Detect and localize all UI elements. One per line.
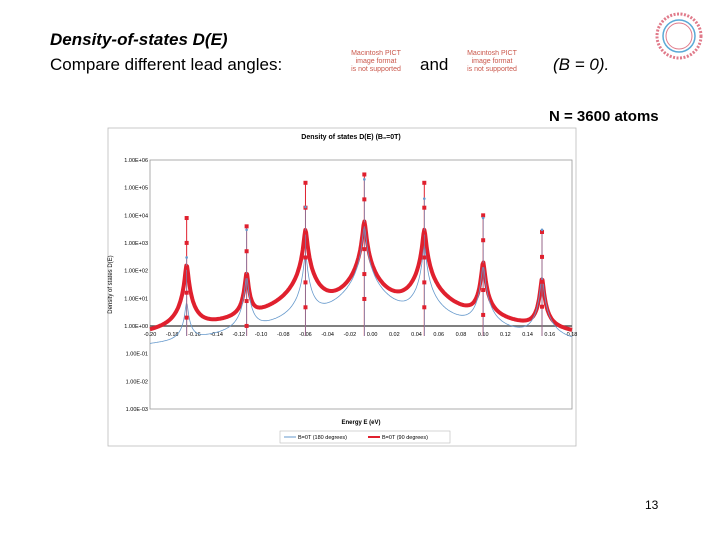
pict-placeholder-2: Macintosh PICT image format is not suppo… bbox=[467, 50, 517, 73]
series-2-marker bbox=[481, 238, 486, 243]
atoms-label: N = 3600 atoms bbox=[549, 108, 659, 125]
x-tick-label: -0.14 bbox=[210, 332, 223, 338]
series-2-marker bbox=[184, 315, 189, 320]
y-tick-label: 1.00E-01 bbox=[126, 352, 148, 358]
x-tick-label: 0.06 bbox=[433, 332, 444, 338]
series-2-marker bbox=[362, 296, 367, 301]
y-axis-label: Density of states D(E) bbox=[108, 255, 114, 313]
series-1-marker bbox=[304, 205, 307, 209]
y-tick-label: 1.00E+05 bbox=[124, 186, 148, 192]
series-2-marker bbox=[540, 229, 545, 234]
series-2-marker bbox=[184, 290, 189, 295]
slide-title: Density-of-states D(E) bbox=[50, 30, 228, 49]
x-tick-label: 0.00 bbox=[367, 332, 378, 338]
series-1-marker bbox=[423, 197, 426, 200]
series-2-marker bbox=[481, 213, 486, 218]
series-2-marker bbox=[303, 305, 308, 310]
series-2-marker bbox=[540, 254, 545, 259]
y-tick-label: 1.00E-02 bbox=[126, 379, 148, 385]
y-tick-label: 1.00E+01 bbox=[124, 296, 148, 302]
series-2-marker bbox=[481, 288, 486, 293]
y-tick-label: 1.00E+00 bbox=[124, 324, 148, 330]
series-2-marker bbox=[362, 197, 367, 202]
series-2-marker bbox=[303, 180, 308, 185]
series-2-marker bbox=[303, 280, 308, 285]
series-2-marker bbox=[422, 230, 427, 235]
series-2-marker bbox=[184, 265, 189, 270]
page-number: 13 bbox=[645, 498, 659, 512]
x-tick-label: -0.16 bbox=[188, 332, 201, 338]
x-tick-label: 0.04 bbox=[411, 332, 422, 338]
x-tick-label: -0.18 bbox=[166, 332, 179, 338]
x-tick-label: -0.04 bbox=[321, 332, 334, 338]
x-tick-label: 0.08 bbox=[456, 332, 467, 338]
y-tick-label: 1.00E+04 bbox=[124, 213, 148, 219]
legend-series-1-label: B=0T (180 degrees) bbox=[298, 435, 347, 441]
x-tick-label: -0.10 bbox=[255, 332, 268, 338]
series-2-marker bbox=[422, 205, 427, 210]
series-2-marker bbox=[362, 222, 367, 227]
y-tick-label: 1.00E+03 bbox=[124, 241, 148, 247]
x-tick-label: -0.02 bbox=[344, 332, 357, 338]
y-tick-label: 1.00E+06 bbox=[124, 158, 148, 164]
series-1-marker bbox=[245, 228, 248, 232]
x-axis-label: Energy E (eV) bbox=[341, 420, 380, 426]
plot-area bbox=[149, 159, 573, 410]
x-tick-label: 0.14 bbox=[522, 332, 533, 338]
y-tick-label: 1.00E-03 bbox=[126, 407, 148, 413]
series-1-marker bbox=[185, 256, 188, 259]
series-1-marker bbox=[540, 228, 544, 232]
series-2-marker bbox=[422, 305, 427, 310]
series-2-marker bbox=[540, 304, 545, 309]
series-1-marker bbox=[363, 178, 366, 181]
series-2-marker bbox=[422, 180, 427, 185]
series-2-marker bbox=[422, 280, 427, 285]
series-2-marker bbox=[184, 240, 189, 245]
x-tick-label: 0.12 bbox=[500, 332, 511, 338]
series-1-line bbox=[149, 226, 573, 344]
series-2-marker bbox=[184, 216, 189, 221]
y-tick-label: 1.00E+02 bbox=[124, 269, 148, 275]
series-2-marker bbox=[244, 323, 249, 328]
legend-box bbox=[279, 430, 451, 444]
condition-text: (B = 0). bbox=[553, 55, 610, 74]
series-2-marker bbox=[303, 255, 308, 260]
legend-series-2-label: B=0T (90 degrees) bbox=[382, 435, 428, 441]
conjunction-text: and bbox=[420, 55, 449, 74]
series-2-marker bbox=[362, 247, 367, 252]
series-2-marker bbox=[244, 299, 249, 304]
pict-placeholder-1: Macintosh PICT image format is not suppo… bbox=[351, 50, 401, 73]
series-2-marker bbox=[244, 274, 249, 279]
series-2-marker bbox=[244, 224, 249, 229]
chart-title: Density of states D(E) (B₀=0T) bbox=[301, 134, 400, 141]
series-2-line bbox=[148, 219, 574, 332]
series-2-marker bbox=[362, 272, 367, 277]
series-2-marker bbox=[540, 279, 545, 284]
x-tick-label: -0.08 bbox=[277, 332, 290, 338]
logo bbox=[655, 12, 703, 60]
series-2-marker bbox=[362, 172, 367, 177]
x-tick-label: 0.02 bbox=[389, 332, 400, 338]
series-2-marker bbox=[422, 255, 427, 260]
series-2-marker bbox=[481, 312, 486, 317]
x-tick-label: -0.12 bbox=[233, 332, 246, 338]
x-tick-label: 0.16 bbox=[544, 332, 555, 338]
series-2-marker bbox=[244, 249, 249, 254]
series-2-marker bbox=[481, 263, 486, 268]
series-1-marker bbox=[481, 216, 485, 220]
slide-subtitle: Compare different lead angles: bbox=[50, 55, 283, 74]
x-tick-label: -0.20 bbox=[144, 332, 157, 338]
series-2-marker bbox=[303, 230, 308, 235]
x-tick-label: 0.18 bbox=[567, 332, 578, 338]
